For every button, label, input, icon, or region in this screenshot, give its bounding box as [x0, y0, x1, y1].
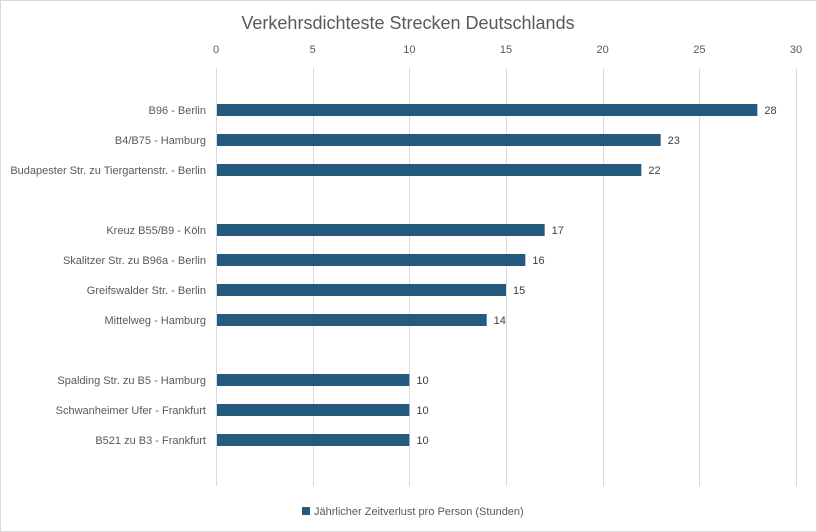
data-label: 10 — [416, 375, 428, 387]
category-label: Schwanheimer Ufer - Frankfurt — [56, 405, 206, 417]
legend-swatch — [302, 507, 310, 515]
bar — [217, 164, 642, 176]
category-label: B4/B75 - Hamburg — [115, 135, 206, 147]
data-labels: 28 23 22 17 16 15 14 10 10 10 — [416, 105, 776, 447]
bars — [217, 104, 758, 446]
category-label: Greifswalder Str. - Berlin — [87, 285, 206, 297]
category-label: B96 - Berlin — [149, 105, 206, 117]
x-tick-label: 15 — [500, 44, 512, 56]
data-label: 15 — [513, 285, 525, 297]
data-label: 14 — [494, 315, 506, 327]
bar — [217, 374, 410, 386]
x-tick-label: 10 — [403, 44, 415, 56]
bar — [217, 224, 545, 236]
category-label: Spalding Str. zu B5 - Hamburg — [57, 375, 206, 387]
category-label: Skalitzer Str. zu B96a - Berlin — [63, 255, 206, 267]
category-labels: B96 - Berlin B4/B75 - Hamburg Budapester S… — [10, 105, 206, 447]
legend-label: Jährlicher Zeitverlust pro Person (Stund… — [314, 506, 524, 518]
data-label: 28 — [764, 105, 776, 117]
category-label: B521 zu B3 - Frankfurt — [95, 435, 206, 447]
x-tick-label: 20 — [597, 44, 609, 56]
category-label: Budapester Str. zu Tiergartenstr. - Berl… — [10, 165, 206, 177]
x-tick-label: 30 — [790, 44, 802, 56]
x-tick-label: 0 — [213, 44, 219, 56]
data-label: 22 — [648, 165, 660, 177]
data-label: 10 — [416, 405, 428, 417]
data-label: 10 — [416, 435, 428, 447]
data-label: 16 — [532, 255, 544, 267]
x-tick-label: 25 — [693, 44, 705, 56]
legend: Jährlicher Zeitverlust pro Person (Stund… — [302, 506, 524, 518]
data-label: 23 — [668, 135, 680, 147]
gridlines — [216, 68, 797, 486]
x-axis-ticks: 0 5 10 15 20 25 30 — [213, 44, 802, 56]
bar — [217, 404, 410, 416]
bar — [217, 284, 506, 296]
chart-title: Verkehrsdichteste Strecken Deutschlands — [241, 13, 574, 33]
data-label: 17 — [552, 225, 564, 237]
x-tick-label: 5 — [310, 44, 316, 56]
bar — [217, 254, 526, 266]
category-label: Kreuz B55/B9 - Köln — [106, 225, 206, 237]
bar — [217, 314, 487, 326]
bar — [217, 104, 758, 116]
bar — [217, 134, 661, 146]
category-label: Mittelweg - Hamburg — [105, 315, 206, 327]
bar — [217, 434, 410, 446]
